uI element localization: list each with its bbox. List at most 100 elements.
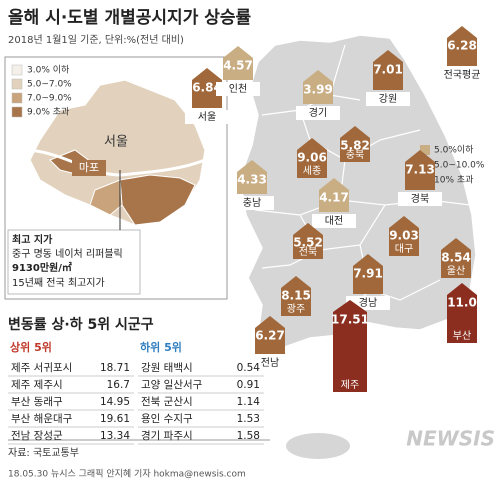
table-name: 제주 제주시 (11, 379, 63, 391)
marker-shape (340, 126, 370, 162)
region-marker (373, 50, 403, 90)
region-marker (192, 68, 222, 108)
region-value: 6.28 (447, 39, 477, 53)
marker-shape (405, 150, 435, 190)
legend-swatch (11, 78, 23, 90)
marker-shape (255, 316, 285, 354)
region-name-bg (248, 356, 292, 370)
region-name: 인천 (229, 83, 247, 95)
region-name: 제주 (341, 379, 359, 391)
marker-shape (319, 178, 349, 212)
legend-swatch (420, 145, 430, 155)
marker-shape (353, 254, 383, 294)
region-name: 세종 (303, 165, 321, 177)
marker-shape (192, 68, 222, 108)
ranking-title: 변동률 상·하 5위 시군구 (8, 316, 154, 333)
legend-label: 9.0% 초과 (27, 107, 69, 118)
region-value: 9.03 (389, 229, 419, 243)
legend-label: 7.0~9.0% (27, 94, 72, 104)
legend-label: 10% 초과 (434, 175, 473, 186)
region-name: 충북 (346, 149, 364, 161)
region-marker (281, 276, 311, 316)
marker-shape (303, 70, 333, 104)
marker-shape (293, 223, 323, 259)
table-name: 전북 군산시 (141, 396, 193, 408)
region-name: 서울 (198, 111, 216, 123)
region-name: 충남 (243, 197, 261, 209)
legend-swatch (11, 92, 23, 104)
region-name-bg (216, 82, 260, 96)
region-value: 4.33 (237, 173, 267, 187)
marker-shape (447, 283, 477, 343)
region-marker (297, 138, 327, 178)
jeju-island (286, 433, 350, 459)
marker-shape (297, 138, 327, 178)
region-value: 9.06 (297, 151, 327, 165)
region-name-bg (185, 110, 229, 124)
seoul-mid-districts (89, 179, 123, 216)
region-name: 전북 (299, 246, 317, 258)
region-name-bg (366, 92, 410, 106)
marker-shape (237, 160, 267, 194)
table-name: 경기 파주시 (141, 429, 193, 442)
mapo-label: 마포 (79, 161, 99, 174)
mapo-label-bg (72, 160, 106, 176)
region-value: 8.15 (281, 289, 311, 303)
table-value: 1.58 (237, 430, 260, 442)
region-value: 7.91 (353, 267, 383, 281)
table-value: 1.14 (237, 396, 261, 408)
region-marker (441, 238, 471, 278)
table-value: 14.95 (100, 396, 130, 408)
region-marker (237, 160, 267, 194)
region-name: 전국평균 (444, 69, 481, 81)
table-value: 19.61 (100, 413, 130, 425)
top-price-line: 15년째 전국 최고지가 (12, 277, 105, 289)
table-name: 부산 해운대구 (11, 412, 73, 425)
region-value: 5.52 (293, 236, 323, 250)
region-name-bg (398, 192, 442, 206)
region-value: 7.01 (373, 63, 403, 77)
table-value: 1.53 (237, 413, 260, 425)
region-value: 6.27 (255, 329, 285, 343)
region-marker (333, 300, 367, 392)
region-marker (447, 283, 477, 343)
marker-shape (223, 46, 253, 80)
subtitle: 2018년 1월1일 기준, 단위:%(전년 대비) (8, 33, 184, 46)
region-value: 8.54 (441, 251, 471, 265)
seoul-label: 서울 (104, 135, 128, 150)
region-name-bg (440, 68, 484, 82)
region-name: 전남 (261, 357, 279, 369)
region-name: 대구 (395, 243, 413, 255)
table-value: 0.91 (237, 379, 260, 391)
source: 자료: 국토교통부 (8, 447, 79, 459)
region-marker (319, 178, 349, 212)
marker-shape (447, 26, 477, 66)
region-name: 울산 (447, 265, 465, 277)
table-name: 강원 태백시 (141, 362, 193, 374)
top-price-box (7, 229, 141, 295)
table-name: 전남 장성군 (11, 430, 63, 442)
region-marker (389, 216, 419, 256)
title: 올해 시·도별 개별공시지가 상승률 (8, 8, 252, 28)
logo: NEWSIS (406, 427, 495, 451)
region-name: 부산 (453, 330, 471, 342)
table-name: 고양 일산서구 (141, 378, 203, 391)
legend-label: 3.0% 이하 (27, 65, 70, 76)
region-value: 3.99 (303, 83, 333, 97)
region-value: 6.84 (192, 81, 222, 95)
marker-shape (333, 300, 367, 392)
region-name-bg (296, 106, 340, 120)
region-name: 강원 (379, 93, 397, 105)
table-value: 13.34 (100, 430, 130, 442)
region-marker (353, 254, 383, 294)
top-price-line: 9130만원/㎡ (12, 261, 72, 274)
legend-label: 5.0~10.0% (434, 161, 485, 171)
region-value: 5.82 (340, 139, 370, 153)
legend-swatch (11, 64, 23, 76)
region-marker (293, 223, 323, 259)
region-marker (223, 46, 253, 80)
region-value: 4.57 (223, 59, 253, 73)
region-name-bg (312, 214, 356, 228)
table-name: 제주 서귀포시 (11, 362, 72, 374)
